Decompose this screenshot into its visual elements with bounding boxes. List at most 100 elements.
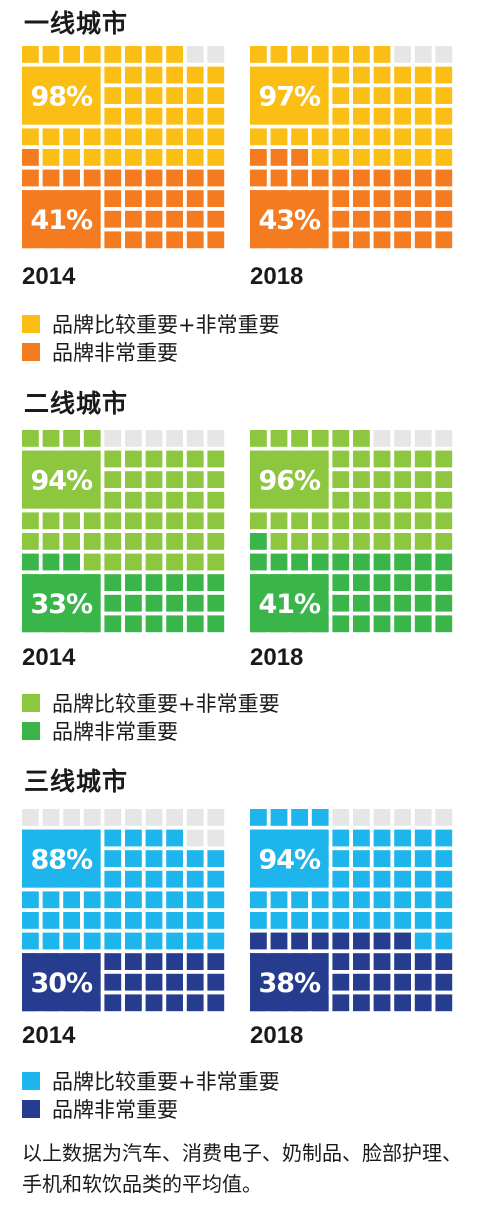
waffle-cell-important [435, 829, 453, 847]
legend-item-important: 品牌比较重要+非常重要 [22, 311, 280, 337]
waffle-cell-very-important [435, 973, 453, 991]
waffle-cell-empty [186, 430, 204, 447]
waffle-cell-very-important [394, 953, 411, 970]
waffle-cell-important [332, 107, 350, 125]
waffle-cell-important [125, 107, 142, 125]
waffle-cell-important [270, 512, 288, 530]
waffle-cell-important [125, 491, 142, 509]
waffle-cell-very-important [125, 615, 142, 633]
waffle-cell-important [373, 450, 391, 468]
waffle-cell-important [332, 471, 350, 488]
waffle-cell-empty [42, 809, 60, 826]
waffle-cell-important [207, 87, 225, 104]
waffle-cell-important [435, 87, 453, 104]
waffle-cell-important [104, 87, 122, 104]
waffle-cell-important [42, 46, 60, 63]
waffle-cell-very-important [353, 973, 370, 991]
waffle-cell-very-important [166, 210, 183, 228]
waffle-cell-important [22, 891, 39, 909]
waffle-cell-important [394, 128, 411, 146]
waffle-cell-important [125, 533, 142, 550]
data-label-very: 33% [30, 589, 93, 620]
waffle-cell-important [166, 870, 183, 888]
waffle-cell-important [373, 66, 391, 84]
waffle-cell-very-important [332, 169, 350, 187]
waffle-cell-important [145, 471, 163, 488]
waffle-cell-empty [435, 46, 453, 63]
waffle-cell-important [270, 533, 288, 550]
waffle-cell-important [104, 891, 122, 909]
waffle-cell-very-important [394, 169, 411, 187]
waffle-cell-important [104, 107, 122, 125]
year-label-tier1-2014: 2014 [22, 263, 76, 290]
waffle-cell-empty [394, 46, 411, 63]
waffle-cell-very-important [207, 594, 225, 612]
waffle-cell-important [332, 533, 350, 550]
waffle-cell-important [435, 850, 453, 867]
waffle-cell-very-important [435, 994, 453, 1012]
waffle-cell-important [291, 912, 308, 929]
waffle-cell-very-important [104, 594, 122, 612]
waffle-cell-important [186, 107, 204, 125]
waffle-cell-important [42, 533, 60, 550]
waffle-cell-important [311, 128, 329, 146]
waffle-cell-important [145, 128, 163, 146]
waffle-cell-very-important [332, 594, 350, 612]
waffle-cell-important [291, 809, 308, 826]
waffle-cell-empty [373, 809, 391, 826]
waffle-cell-very-important [63, 169, 80, 187]
waffle-cell-important [145, 149, 163, 166]
waffle-cell-empty [207, 430, 225, 447]
waffle-cell-very-important [394, 574, 411, 591]
waffle-cell-important [311, 912, 329, 929]
waffle-cell-important [435, 512, 453, 530]
waffle-cell-important [125, 512, 142, 530]
data-label-very: 41% [258, 589, 321, 620]
waffle-cell-empty [186, 46, 204, 63]
waffle-cell-important [394, 471, 411, 488]
legend-swatch-dark [22, 722, 40, 740]
waffle-cell-important [311, 46, 329, 63]
waffle-cell-very-important [394, 594, 411, 612]
waffle-cell-important [104, 471, 122, 488]
waffle-cell-important [145, 66, 163, 84]
data-label-total-block [250, 450, 329, 509]
waffle-cell-important [332, 891, 350, 909]
waffle-svg: 98% 41% [22, 46, 225, 249]
waffle-cell-very-important [394, 231, 411, 249]
waffle-cell-important [332, 66, 350, 84]
waffle-cell-empty [414, 809, 432, 826]
waffle-cell-very-important [250, 553, 267, 571]
waffle-cell-important [145, 932, 163, 950]
waffle-cell-very-important [250, 169, 267, 187]
waffle-cell-important [166, 829, 183, 847]
waffle-svg: 88% 30% [22, 809, 225, 1012]
waffle-cell-important [42, 430, 60, 447]
waffle-cell-important [435, 870, 453, 888]
waffle-cell-important [414, 829, 432, 847]
waffle-tier2-2014: 94% 33% [22, 430, 227, 635]
waffle-cell-very-important [207, 231, 225, 249]
waffle-cell-very-important [414, 994, 432, 1012]
waffle-cell-very-important [332, 574, 350, 591]
waffle-cell-very-important [353, 953, 370, 970]
waffle-cell-important [373, 46, 391, 63]
waffle-cell-important [394, 450, 411, 468]
waffle-tier3-2014: 88% 30% [22, 809, 227, 1014]
waffle-cell-very-important [353, 210, 370, 228]
waffle-cell-important [414, 491, 432, 509]
waffle-cell-very-important [414, 553, 432, 571]
waffle-cell-very-important [270, 169, 288, 187]
waffle-cell-important [332, 149, 350, 166]
waffle-cell-important [394, 870, 411, 888]
waffle-cell-important [145, 107, 163, 125]
waffle-cell-very-important [104, 994, 122, 1012]
waffle-cell-very-important [42, 553, 60, 571]
waffle-svg: 94% 33% [22, 430, 225, 633]
waffle-cell-important [207, 491, 225, 509]
waffle-cell-important [22, 912, 39, 929]
waffle-cell-important [332, 128, 350, 146]
waffle-cell-very-important [353, 553, 370, 571]
waffle-cell-important [250, 128, 267, 146]
waffle-cell-important [373, 87, 391, 104]
